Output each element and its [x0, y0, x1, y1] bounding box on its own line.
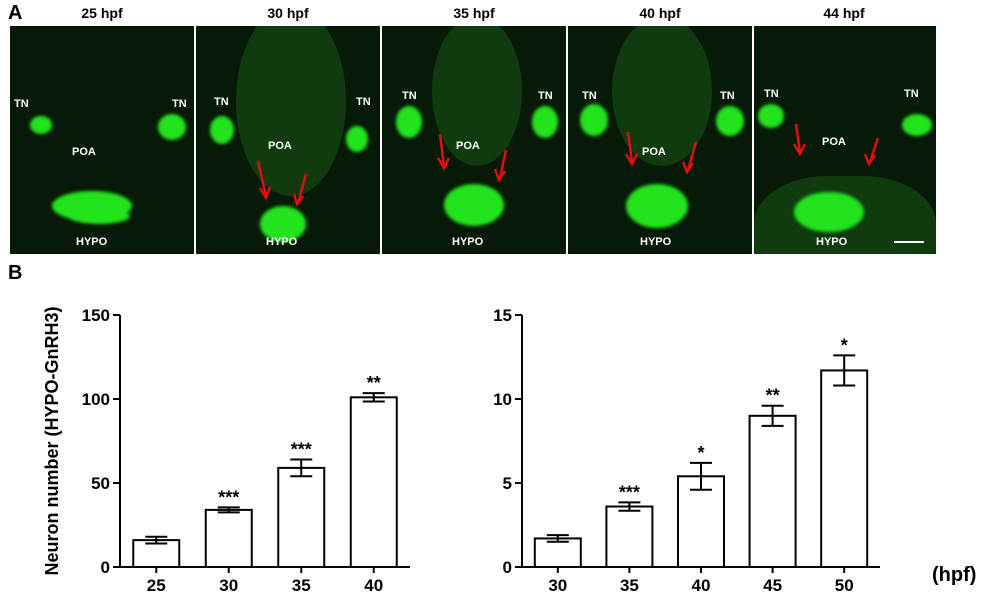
label-tn-left: TN: [214, 96, 229, 108]
significance-30: ***: [218, 487, 239, 507]
label-poa: POA: [642, 146, 666, 158]
red-arrows: [624, 131, 698, 175]
micrograph-44hpf: TN TN POA HYPO: [754, 26, 936, 254]
y-tick-label: 10: [493, 390, 512, 409]
label-tn-right: TN: [720, 90, 735, 102]
micrograph-row: TN TN POA HYPO TN TN POA HYPO TN: [10, 26, 936, 254]
time-label-44: 44 hpf: [823, 5, 865, 21]
x-tick-label-40: 40: [364, 576, 383, 595]
y-tick-label: 100: [82, 390, 110, 409]
micrograph-30hpf: TN TN POA HYPO: [196, 26, 382, 254]
significance-35: ***: [619, 482, 640, 502]
significance-50: *: [841, 335, 848, 355]
label-tn-right: TN: [356, 96, 371, 108]
label-tn-left: TN: [582, 90, 597, 102]
bar-30: [204, 508, 253, 569]
bar-50: [820, 369, 869, 568]
time-label-35: 35 hpf: [453, 5, 495, 21]
label-tn-right: TN: [538, 90, 553, 102]
micrograph-40hpf: TN TN POA HYPO: [568, 26, 754, 254]
red-arrows: [436, 133, 508, 183]
significance-45: **: [766, 386, 780, 406]
x-tick-label-30: 30: [548, 576, 567, 595]
significance-40: *: [697, 443, 704, 463]
panel-a-letter: A: [8, 2, 23, 24]
bar-35: [277, 466, 326, 569]
label-hypo: HYPO: [640, 236, 672, 248]
label-poa: POA: [72, 146, 96, 158]
label-hypo: HYPO: [452, 236, 484, 248]
label-tn-left: TN: [14, 98, 29, 110]
label-poa: POA: [268, 140, 292, 152]
x-tick-label-45: 45: [763, 576, 782, 595]
label-tn-right: TN: [172, 98, 187, 110]
bar-35: [605, 505, 654, 569]
label-poa: POA: [456, 140, 480, 152]
chart-hypo-gnrh3: 0 50 100 150 Neuron number (HYPO-GnRH3) 25 30 *…: [42, 306, 410, 595]
time-label-30: 30 hpf: [267, 5, 309, 21]
label-tn-left: TN: [402, 90, 417, 102]
bar-40: [677, 475, 725, 568]
x-tick-label-25: 25: [147, 576, 166, 595]
bar-30: [533, 537, 582, 569]
label-tn-left: TN: [764, 88, 779, 100]
y-tick-label: 15: [493, 306, 512, 325]
y-tick-label: 5: [503, 474, 512, 493]
y-tick-label: 50: [91, 474, 110, 493]
y-tick-label: 150: [82, 306, 110, 325]
micrograph-35hpf: TN TN POA HYPO: [382, 26, 568, 254]
label-hypo: HYPO: [816, 236, 848, 248]
red-arrows: [792, 123, 924, 243]
x-tick-label-30: 30: [219, 576, 238, 595]
y-axis-label: Neuron number (HYPO-GnRH3): [42, 306, 62, 575]
time-label-40: 40 hpf: [639, 5, 681, 21]
x-tick-label-35: 35: [620, 576, 639, 595]
label-poa: POA: [822, 136, 846, 148]
x-tick-label-40: 40: [692, 576, 711, 595]
significance-40: **: [367, 373, 381, 393]
micrograph-25hpf: TN TN POA HYPO: [10, 26, 196, 254]
chart-poa-gnrh3: 051015Neuron number (POA-GnRH3)3035***40…: [493, 306, 880, 595]
x-tick-label-50: 50: [835, 576, 854, 595]
label-tn-right: TN: [904, 88, 919, 100]
x-tick-label-35: 35: [292, 576, 311, 595]
panel-b-letter: B: [8, 262, 23, 284]
significance-35: ***: [291, 439, 312, 459]
label-hypo: HYPO: [266, 236, 298, 248]
bar-45: [748, 414, 797, 568]
bar-25: [132, 539, 181, 568]
bar-40: [349, 396, 398, 568]
label-hypo: HYPO: [76, 236, 108, 248]
time-label-25: 25 hpf: [81, 5, 123, 21]
y-tick-label: 0: [101, 558, 110, 577]
y-tick-label: 0: [503, 558, 512, 577]
red-arrows: [256, 160, 308, 207]
x-unit-label: (hpf): [932, 564, 977, 586]
